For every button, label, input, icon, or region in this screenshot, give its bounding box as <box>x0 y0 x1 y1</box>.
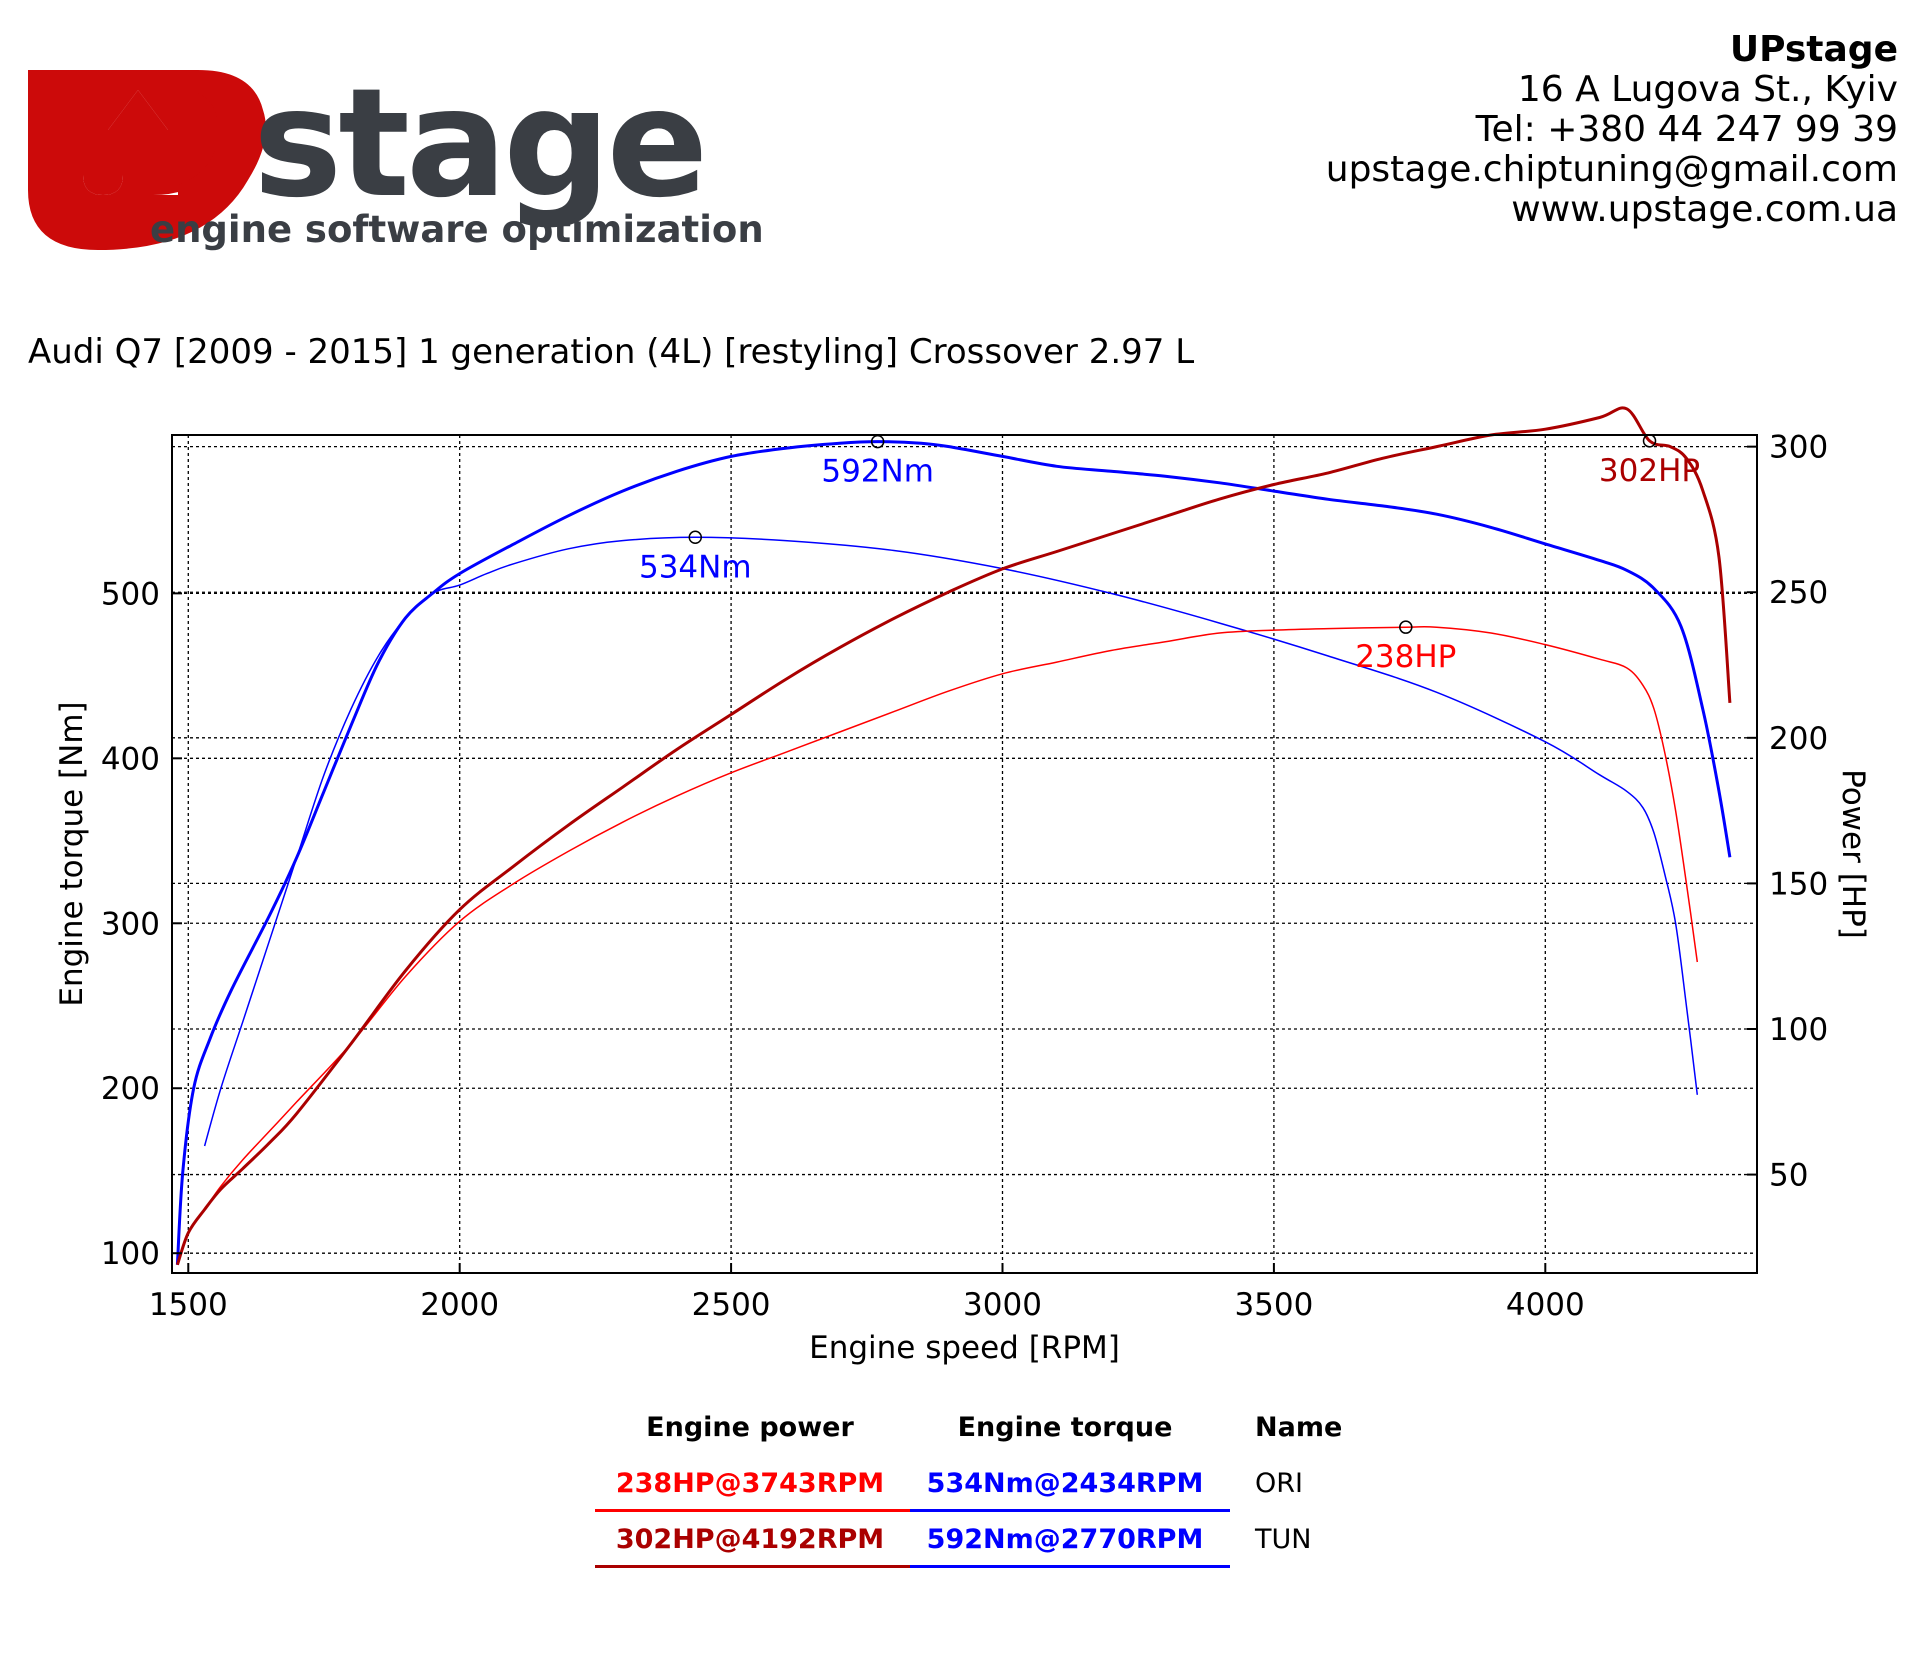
y-tick-label: 100 <box>101 1236 160 1272</box>
peak-label: 534Nm <box>639 549 752 585</box>
power-value: 302HP@4192RPM <box>615 1524 885 1555</box>
torque-underline <box>910 1565 1230 1568</box>
series-line-tun-torque <box>175 440 1732 1265</box>
peak-marker <box>688 530 703 545</box>
results-header: Engine power Engine torque Name <box>595 1400 1355 1456</box>
logo-u-mark <box>28 70 238 195</box>
header-name: Name <box>1255 1412 1343 1443</box>
logo-u-bowl <box>28 70 266 250</box>
email-link[interactable]: upstage.chiptuning@gmail.com <box>1325 149 1898 190</box>
x-tick-label: 3500 <box>1234 1287 1313 1323</box>
peak-label: 238HP <box>1355 639 1456 675</box>
tune-name: TUN <box>1255 1524 1312 1555</box>
chart-series <box>175 406 1732 1266</box>
x-axis-label: Engine speed [RPM] <box>809 1330 1120 1366</box>
plot-frame <box>171 434 1758 1274</box>
phone: Tel: +380 44 247 99 39 <box>1475 109 1898 150</box>
upstage-logo: stage engine software optimization <box>28 70 764 251</box>
y2-tick-label: 250 <box>1769 575 1828 611</box>
header-engine-power: Engine power <box>646 1412 854 1443</box>
tune-name: ORI <box>1255 1468 1303 1499</box>
website-link[interactable]: www.upstage.com.ua <box>1511 189 1898 230</box>
chart-ticks: 1500 2000 2500 3000 3500 4000 100 200 300 400 500 5… <box>101 430 1828 1323</box>
power-underline <box>595 1509 910 1512</box>
company-name: UPstage <box>1729 29 1898 70</box>
chart-grid <box>172 435 1757 1273</box>
y-tick-label: 200 <box>101 1071 160 1107</box>
power-underline <box>595 1565 910 1568</box>
peak-label: 592Nm <box>821 454 934 490</box>
power-value: 238HP@3743RPM <box>615 1468 885 1499</box>
y-axis-label: Engine torque [Nm] <box>54 701 90 1006</box>
y2-tick-label: 200 <box>1769 721 1828 757</box>
x-tick-label: 3000 <box>963 1287 1042 1323</box>
logo-wordmark: stage <box>253 70 704 231</box>
chart-annotations: 534Nm 592Nm 238HP 302HP <box>639 434 1700 675</box>
y2-axis-label: Power [HP] <box>1835 769 1871 939</box>
x-tick-label: 1500 <box>149 1287 228 1323</box>
torque-underline <box>910 1509 1230 1512</box>
results-row-ori: 238HP@3743RPM 534Nm@2434RPM ORI <box>595 1456 1355 1512</box>
torque-value: 534Nm@2434RPM <box>926 1468 1204 1499</box>
peak-marker <box>1399 620 1413 634</box>
series-line-tun-power <box>175 406 1732 1266</box>
y-tick-label: 400 <box>101 741 160 777</box>
y-tick-label: 500 <box>101 576 160 612</box>
x-tick-label: 2500 <box>692 1287 771 1323</box>
x-tick-label: 4000 <box>1506 1287 1585 1323</box>
contact-block: UPstage 16 A Lugova St., Kyiv Tel: +380 … <box>1326 30 1898 230</box>
y2-tick-label: 300 <box>1769 430 1828 466</box>
torque-value: 592Nm@2770RPM <box>926 1524 1204 1555</box>
y-tick-label: 300 <box>101 906 160 942</box>
y2-tick-label: 150 <box>1769 866 1828 902</box>
peak-label: 302HP <box>1599 453 1700 489</box>
address: 16 A Lugova St., Kyiv <box>1517 69 1898 110</box>
header-engine-torque: Engine torque <box>957 1412 1173 1443</box>
logo-tagline: engine software optimization <box>150 208 764 251</box>
y2-tick-label: 50 <box>1769 1158 1808 1194</box>
results-row-tun: 302HP@4192RPM 592Nm@2770RPM TUN <box>595 1512 1355 1568</box>
series-line-ori-torque <box>203 536 1699 1147</box>
y2-tick-label: 100 <box>1769 1012 1828 1048</box>
series-line-ori-power <box>203 625 1699 1210</box>
vehicle-title: Audi Q7 [2009 - 2015] 1 generation (4L) … <box>28 332 1195 372</box>
x-tick-label: 2000 <box>420 1287 499 1323</box>
results-table: Engine power Engine torque Name 238HP@37… <box>595 1400 1355 1568</box>
